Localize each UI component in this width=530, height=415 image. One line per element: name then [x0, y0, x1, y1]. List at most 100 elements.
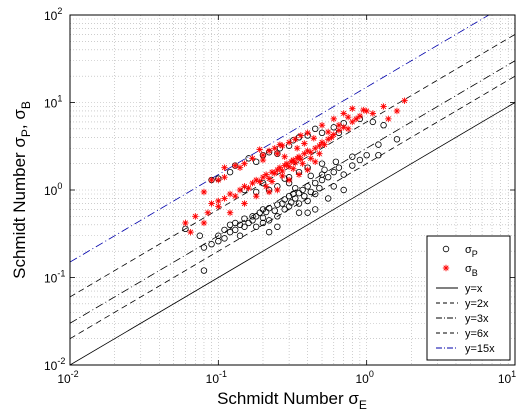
point-b	[274, 150, 281, 157]
point-b	[249, 179, 256, 187]
legend-marker-p	[442, 245, 450, 253]
point-b	[252, 192, 260, 200]
point-p	[221, 226, 228, 234]
point-b	[349, 105, 356, 112]
y-tick-label: 10-2	[44, 356, 65, 373]
point-b	[285, 176, 293, 184]
point-b	[276, 141, 284, 148]
point-p	[226, 168, 234, 176]
point-p	[299, 186, 306, 194]
y-tick-label: 10-1	[44, 269, 65, 286]
point-b	[262, 171, 270, 178]
y-tick-label: 101	[44, 94, 62, 111]
point-p	[259, 219, 267, 227]
point-p	[375, 141, 382, 148]
point-b	[318, 122, 326, 129]
point-b	[316, 150, 323, 157]
legend-label-p: σP	[465, 244, 478, 259]
point-p	[335, 164, 343, 171]
point-b	[232, 162, 239, 169]
point-b	[192, 213, 199, 220]
point-p	[249, 217, 256, 224]
point-p	[316, 184, 323, 192]
point-p	[304, 197, 311, 205]
point-b	[292, 136, 299, 143]
point-b	[290, 165, 297, 172]
reference-line-yx	[70, 102, 515, 365]
legend-label-y3x: y=3x	[465, 313, 489, 325]
reference-lines	[70, 15, 515, 365]
point-p	[236, 232, 244, 239]
point-p	[318, 129, 326, 137]
point-b	[401, 97, 408, 104]
point-b	[200, 188, 208, 196]
point-b	[252, 176, 260, 184]
point-b	[262, 183, 270, 190]
point-p	[241, 223, 248, 230]
point-b	[324, 128, 332, 136]
point-p	[292, 184, 299, 192]
point-b	[236, 186, 244, 194]
point-b	[304, 166, 311, 174]
point-p	[252, 213, 260, 220]
point-p	[208, 241, 215, 248]
point-p	[321, 166, 328, 174]
point-p	[256, 209, 263, 216]
point-p	[215, 237, 222, 245]
x-axis-label: Schmidt Number σE	[217, 389, 367, 412]
point-b	[380, 103, 387, 110]
point-p	[295, 189, 303, 197]
point-b	[321, 141, 328, 148]
point-b	[369, 110, 377, 117]
point-b	[215, 176, 222, 184]
point-b	[271, 145, 278, 152]
point-p	[295, 209, 303, 216]
reference-line-y15x	[70, 15, 490, 263]
point-b	[249, 155, 256, 162]
point-p	[356, 156, 364, 164]
point-b	[310, 135, 317, 142]
point-b	[265, 188, 273, 196]
reference-line-y2x	[70, 75, 515, 340]
point-p	[301, 192, 308, 200]
point-p	[265, 204, 273, 212]
point-b	[344, 125, 352, 133]
point-p	[200, 244, 208, 251]
point-p	[349, 153, 356, 160]
point-b	[208, 176, 215, 184]
point-p	[318, 160, 326, 167]
point-b	[236, 164, 244, 171]
point-b	[307, 149, 314, 156]
legend-label-y6x: y=6x	[465, 328, 489, 340]
point-b	[330, 131, 337, 138]
point-b	[241, 200, 248, 207]
point-p	[271, 207, 278, 214]
point-b	[187, 228, 194, 236]
point-p	[304, 183, 311, 190]
point-p	[226, 228, 234, 236]
point-b	[335, 122, 343, 129]
point-b	[330, 115, 337, 123]
legend-marker-b	[442, 264, 450, 272]
point-p	[349, 162, 356, 169]
point-p	[312, 190, 319, 198]
point-b	[295, 171, 303, 178]
point-b	[307, 155, 314, 162]
point-b	[245, 184, 252, 192]
point-p	[330, 168, 337, 176]
y-tick-label: 100	[44, 181, 62, 198]
point-p	[274, 213, 281, 220]
point-p	[274, 201, 281, 208]
point-p	[288, 199, 295, 206]
point-p	[312, 125, 319, 133]
point-b	[297, 132, 305, 139]
point-p	[281, 206, 288, 213]
point-b	[182, 219, 189, 227]
point-b	[221, 174, 228, 181]
point-b	[363, 107, 370, 115]
point-b	[232, 192, 239, 200]
point-b	[208, 200, 215, 207]
point-b	[274, 186, 281, 194]
point-p	[200, 267, 208, 274]
